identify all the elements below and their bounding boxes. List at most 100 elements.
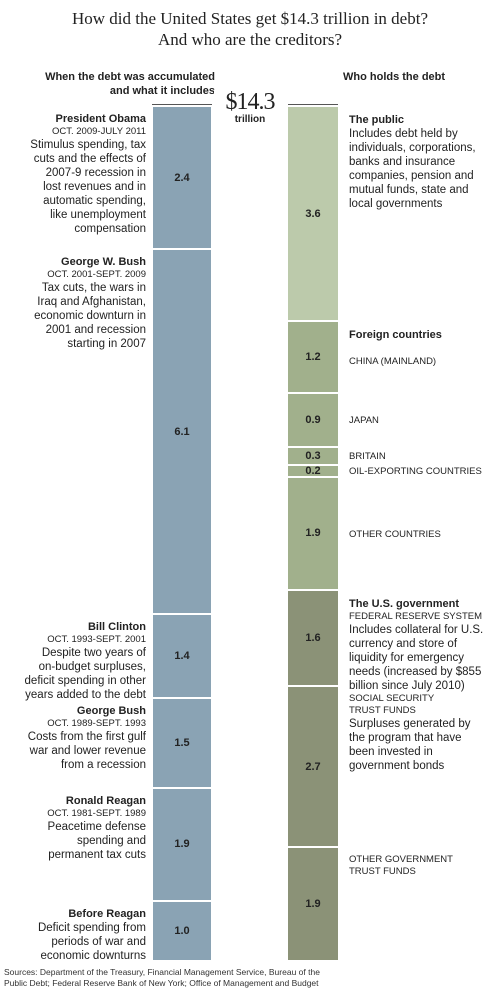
era-description-line: deficit spending in other: [24, 675, 146, 688]
bar-segment-japan: 0.9: [288, 393, 338, 448]
bar-segment-bill-clinton: 1.4: [153, 615, 211, 699]
holder-label-the-public: The public Includes debt held by individua…: [349, 113, 499, 211]
holder-description-line: government bonds: [349, 759, 445, 772]
era-description-line: periods of war and: [51, 936, 146, 949]
right-column-header: Who holds the debt: [343, 71, 446, 83]
bar-segment-other-countries: 1.9: [288, 477, 338, 592]
era-description-line: economic downturn in: [34, 310, 146, 323]
bar-segment-ronald-reagan: 1.9: [153, 788, 211, 903]
holder-label-britain: BRITAIN: [349, 451, 499, 463]
source-line-2: Public Debt; Federal Reserve Bank of New…: [4, 978, 319, 988]
bar-segment-oil-exporting-countries: 0.2: [288, 465, 338, 478]
holder-description-line: Surpluses generated by: [349, 717, 471, 730]
era-dates: OCT. 1989-SEPT. 1993: [47, 717, 146, 729]
holder-description-line: the program that have: [349, 731, 462, 744]
data-label: 1.5: [174, 736, 190, 749]
holder-name-line: CHINA (MAINLAND): [349, 356, 437, 368]
era-name: Bill Clinton: [87, 621, 146, 634]
bar-segment-other-government-trust-funds: 1.9: [288, 848, 338, 962]
source-note: Sources: Department of the Treasury, Fin…: [4, 967, 496, 989]
era-dates: OCT. 1993-SEPT. 2001: [47, 634, 146, 646]
era-description-line: compensation: [74, 223, 146, 235]
bar-segment-president-obama: 2.4: [153, 107, 211, 251]
data-label: 0.9: [305, 413, 321, 426]
title-line-1: How did the United States get $14.3 tril…: [71, 9, 428, 28]
total-value: $14.3: [225, 89, 276, 115]
era-description-line: automatic spending,: [43, 195, 146, 207]
era-name: President Obama: [55, 113, 146, 125]
holder-description-line: liquidity for emergency: [349, 652, 465, 665]
bar-segment-social-security-trust-funds: 2.7: [288, 686, 338, 849]
holder-description-line: billion since July 2010): [349, 680, 465, 693]
era-label-bill-clinton: Bill Clinton OCT. 1993-SEPT. 2001 Despite …: [0, 620, 146, 702]
era-label-president-obama: President Obama OCT. 2009-JULY 2011 Stimul…: [0, 112, 146, 236]
title-line-2: And who are the creditors?: [157, 30, 343, 49]
era-name: Before Reagan: [68, 908, 146, 921]
holder-description-line: individuals, corporations,: [349, 142, 476, 154]
data-label: 1.4: [174, 650, 190, 663]
total-bracket-right: [288, 104, 338, 105]
holder-name-line: SOCIAL SECURITY: [349, 692, 435, 704]
era-description-line: starting in 2007: [67, 338, 146, 351]
holder-description-line: Includes collateral for U.S.: [349, 624, 484, 637]
holder-description-line: been invested in: [349, 745, 433, 758]
era-label-before-reagan: Before Reagan Deficit spending from period…: [0, 907, 146, 963]
data-label: 6.1: [174, 425, 190, 438]
era-description-line: Tax cuts, the wars in: [41, 282, 146, 295]
era-description-line: 2007-9 recession in: [45, 167, 146, 179]
bar-segment-federal-reserve-system: 1.6: [288, 591, 338, 687]
source-line-1: Sources: Department of the Treasury, Fin…: [4, 967, 320, 977]
era-description-line: 2001 and recession: [45, 324, 146, 337]
holder-name-line: TRUST FUNDS: [349, 866, 416, 878]
data-label: 1.9: [174, 838, 190, 851]
total-label: $14.3 trillion: [214, 90, 286, 125]
holder-description-line: banks and insurance: [349, 156, 456, 168]
holder-description-line: companies, pension and: [349, 170, 474, 182]
holder-label-other-government-trust-funds: OTHER GOVERNMENT TRUST FUNDS: [349, 854, 499, 878]
era-description-line: war and lower revenue: [29, 744, 146, 757]
era-label-george-bush: George Bush OCT. 1989-SEPT. 1993 Costs fro…: [0, 704, 146, 772]
data-label: 1.0: [174, 925, 190, 938]
data-label: 1.6: [305, 632, 321, 645]
data-label: 2.7: [305, 760, 321, 773]
holder-label-social-security-trust-funds: SOCIAL SECURITY TRUST FUNDS Surpluses gene…: [349, 693, 499, 773]
holder-description-line: Includes debt held by: [349, 128, 458, 140]
total-bracket-left: [152, 104, 212, 105]
group-header-the-public: The public: [349, 114, 404, 126]
era-description-line: like unemployment: [50, 209, 146, 221]
holder-description-line: local governments: [349, 198, 443, 210]
left-header-line-2: and what it includes: [109, 85, 215, 97]
era-description-line: Iraq and Afghanistan,: [37, 296, 146, 309]
era-dates: OCT. 2009-JULY 2011: [52, 126, 146, 137]
holder-label-other-countries: OTHER COUNTRIES: [349, 529, 499, 541]
data-label: 1.9: [305, 898, 321, 911]
holder-name-line: BRITAIN: [349, 450, 386, 462]
bar-segment-china-mainland: 1.2: [288, 322, 338, 394]
era-name: George W. Bush: [61, 256, 146, 269]
data-label: 0.3: [305, 449, 321, 462]
era-description-line: lost revenues and in: [43, 181, 146, 193]
holder-name-line: OIL-EXPORTING COUNTRIES: [349, 465, 482, 477]
era-description-line: cuts and the effects of: [33, 153, 146, 165]
era-description-line: economic downturns: [40, 950, 146, 963]
era-dates: OCT. 1981-SEPT. 1989: [47, 807, 146, 819]
holder-label-china-mainland: Foreign countries CHINA (MAINLAND): [349, 328, 499, 368]
holder-description-line: currency and store of: [349, 638, 458, 651]
era-description-line: Deficit spending from: [37, 922, 146, 935]
holder-label-japan: JAPAN: [349, 415, 499, 427]
left-header-line-1: When the debt was accumulated: [45, 71, 215, 83]
era-label-ronald-reagan: Ronald Reagan OCT. 1981-SEPT. 1989 Peaceti…: [0, 794, 146, 862]
era-description-line: on-budget surpluses,: [38, 661, 146, 674]
era-description-line: Stimulus spending, tax: [30, 139, 146, 151]
era-description-line: from a recession: [60, 758, 146, 771]
bar-segment-george-w-bush: 6.1: [153, 250, 211, 616]
bar-segment-before-reagan: 1.0: [153, 902, 211, 962]
holder-label-oil-exporting-countries: OIL-EXPORTING COUNTRIES: [349, 466, 499, 478]
holder-name-line: FEDERAL RESERVE SYSTEM: [349, 611, 483, 623]
holder-name-line: JAPAN: [349, 414, 379, 426]
holder-name-line: TRUST FUNDS: [349, 704, 416, 716]
total-unit: trillion: [234, 114, 266, 125]
chart-title: How did the United States get $14.3 tril…: [0, 8, 500, 50]
era-name: Ronald Reagan: [65, 794, 146, 807]
data-label: 1.9: [305, 527, 321, 540]
